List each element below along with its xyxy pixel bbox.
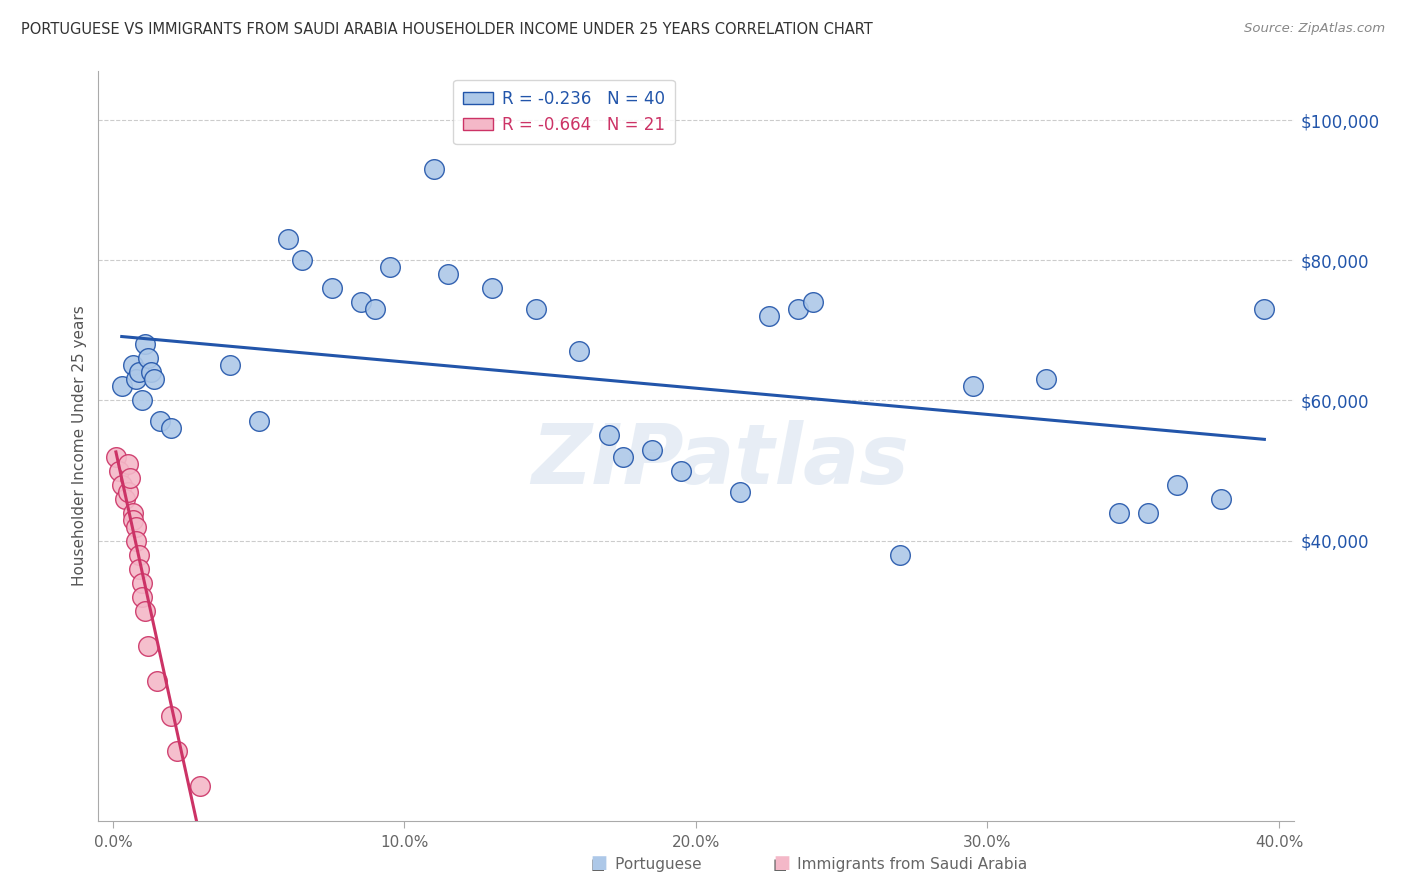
Point	[962, 379, 984, 393]
Point	[1108, 506, 1130, 520]
Point	[149, 415, 172, 429]
Y-axis label: Householder Income Under 25 years: Householder Income Under 25 years	[72, 306, 87, 586]
Point	[128, 548, 150, 562]
Point	[758, 310, 780, 324]
Text: ■  Immigrants from Saudi Arabia: ■ Immigrants from Saudi Arabia	[773, 857, 1028, 872]
Point	[122, 506, 145, 520]
Point	[131, 575, 153, 590]
Point	[111, 477, 134, 491]
Point	[108, 463, 131, 477]
Text: ■: ■	[773, 855, 790, 872]
Point	[117, 484, 139, 499]
Text: PORTUGUESE VS IMMIGRANTS FROM SAUDI ARABIA HOUSEHOLDER INCOME UNDER 25 YEARS COR: PORTUGUESE VS IMMIGRANTS FROM SAUDI ARAB…	[21, 22, 873, 37]
Point	[139, 366, 162, 380]
Point	[166, 743, 188, 757]
Point	[378, 260, 401, 275]
Point	[134, 603, 156, 617]
Point	[111, 379, 134, 393]
Point	[437, 268, 460, 282]
Point	[128, 561, 150, 575]
Point	[160, 708, 183, 723]
Point	[134, 337, 156, 351]
Text: ■  Portuguese: ■ Portuguese	[591, 857, 702, 872]
Point	[125, 372, 148, 386]
Text: ■: ■	[591, 855, 607, 872]
Point	[277, 232, 299, 246]
Point	[524, 302, 547, 317]
Text: ZIPatlas: ZIPatlas	[531, 420, 908, 501]
Point	[1253, 302, 1275, 317]
Point	[117, 457, 139, 471]
Legend: R = -0.236   N = 40, R = -0.664   N = 21: R = -0.236 N = 40, R = -0.664 N = 21	[453, 79, 675, 144]
Point	[122, 512, 145, 526]
Point	[120, 470, 142, 484]
Point	[787, 302, 810, 317]
Point	[114, 491, 136, 506]
Point	[247, 415, 270, 429]
Point	[612, 450, 634, 464]
Point	[422, 162, 444, 177]
Point	[122, 359, 145, 373]
Point	[190, 779, 212, 793]
Text: Source: ZipAtlas.com: Source: ZipAtlas.com	[1244, 22, 1385, 36]
Point	[364, 302, 387, 317]
Point	[128, 366, 150, 380]
Point	[125, 533, 148, 548]
Point	[145, 673, 167, 688]
Point	[568, 344, 591, 359]
Point	[641, 442, 664, 457]
Point	[136, 639, 159, 653]
Point	[889, 548, 911, 562]
Point	[598, 428, 620, 442]
Point	[125, 519, 148, 533]
Point	[481, 281, 503, 295]
Point	[1209, 491, 1232, 506]
Point	[801, 295, 824, 310]
Point	[142, 372, 165, 386]
Point	[160, 421, 183, 435]
Point	[104, 450, 127, 464]
Point	[1166, 477, 1188, 491]
Point	[136, 351, 159, 366]
Point	[728, 484, 751, 499]
Point	[321, 281, 343, 295]
Point	[1035, 372, 1057, 386]
Point	[1136, 506, 1159, 520]
Point	[350, 295, 373, 310]
Point	[218, 359, 240, 373]
Point	[131, 393, 153, 408]
Point	[671, 463, 693, 477]
Point	[291, 253, 314, 268]
Point	[131, 590, 153, 604]
